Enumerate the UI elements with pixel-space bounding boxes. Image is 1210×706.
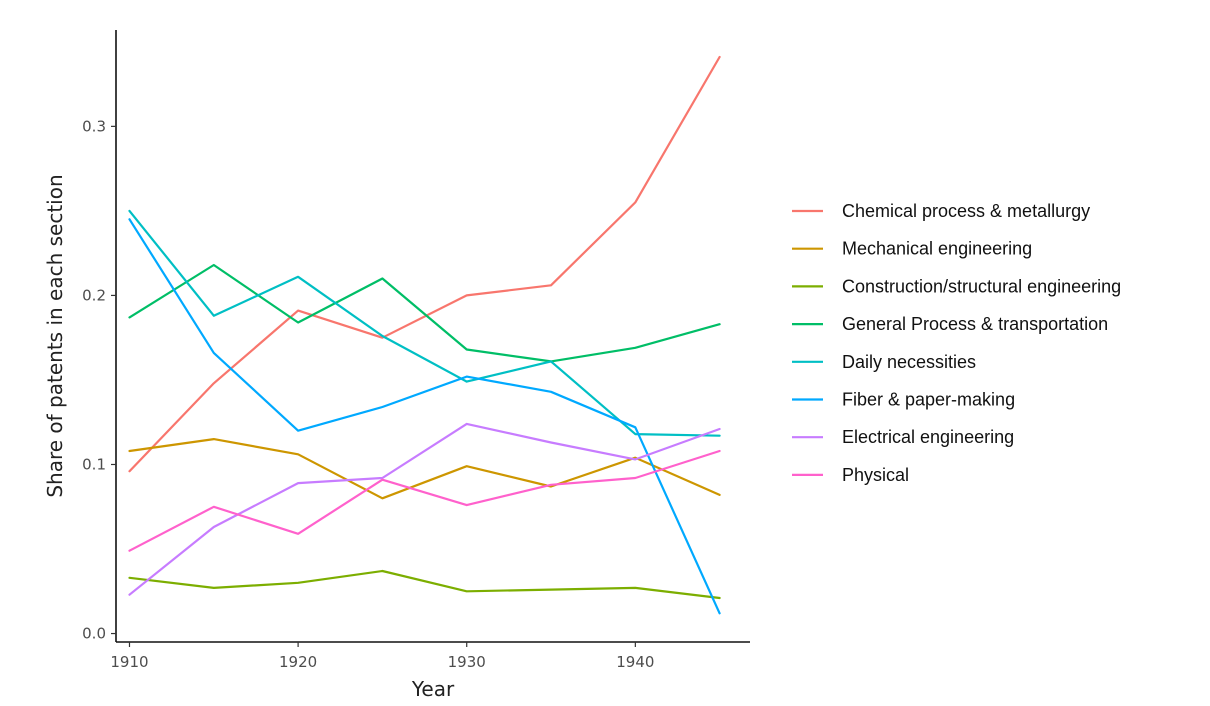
x-tick-label: 1920 bbox=[279, 653, 317, 671]
series-layer bbox=[130, 57, 720, 613]
x-axis-title: Year bbox=[411, 677, 455, 701]
x-axis-ticks: 1910 1920 1930 1940 bbox=[110, 642, 654, 671]
legend-item: Daily necessities bbox=[792, 352, 976, 372]
y-tick-label: 0.3 bbox=[82, 117, 106, 135]
y-tick-label: 0.1 bbox=[82, 455, 106, 473]
legend-label: Chemical process & metallurgy bbox=[842, 201, 1090, 221]
x-tick-label: 1930 bbox=[448, 653, 486, 671]
legend-item: Electrical engineering bbox=[792, 427, 1014, 447]
legend-label: Fiber & paper-making bbox=[842, 390, 1015, 410]
legend-label: General Process & transportation bbox=[842, 314, 1108, 334]
legend-label: Electrical engineering bbox=[842, 427, 1014, 447]
series-line-4 bbox=[130, 211, 720, 436]
legend-label: Mechanical engineering bbox=[842, 239, 1032, 259]
legend-item: Construction/structural engineering bbox=[792, 276, 1121, 296]
legend-label: Physical bbox=[842, 465, 909, 485]
series-line-7 bbox=[130, 451, 720, 551]
series-line-2 bbox=[130, 571, 720, 598]
y-tick-label: 0.2 bbox=[82, 286, 106, 304]
legend-item: Mechanical engineering bbox=[792, 239, 1032, 259]
series-line-0 bbox=[130, 57, 720, 471]
y-axis-title: Share of patents in each section bbox=[43, 174, 67, 497]
y-tick-label: 0.0 bbox=[82, 625, 106, 643]
legend-item: General Process & transportation bbox=[792, 314, 1108, 334]
series-line-5 bbox=[130, 219, 720, 613]
legend-label: Daily necessities bbox=[842, 352, 976, 372]
legend: Chemical process & metallurgy Mechanical … bbox=[792, 201, 1121, 485]
x-tick-label: 1910 bbox=[110, 653, 148, 671]
y-axis-ticks: 0.0 0.1 0.2 0.3 bbox=[82, 117, 116, 642]
legend-item: Chemical process & metallurgy bbox=[792, 201, 1090, 221]
series-line-1 bbox=[130, 439, 720, 498]
x-tick-label: 1940 bbox=[616, 653, 654, 671]
legend-item: Physical bbox=[792, 465, 909, 485]
legend-item: Fiber & paper-making bbox=[792, 390, 1015, 410]
legend-label: Construction/structural engineering bbox=[842, 276, 1121, 296]
